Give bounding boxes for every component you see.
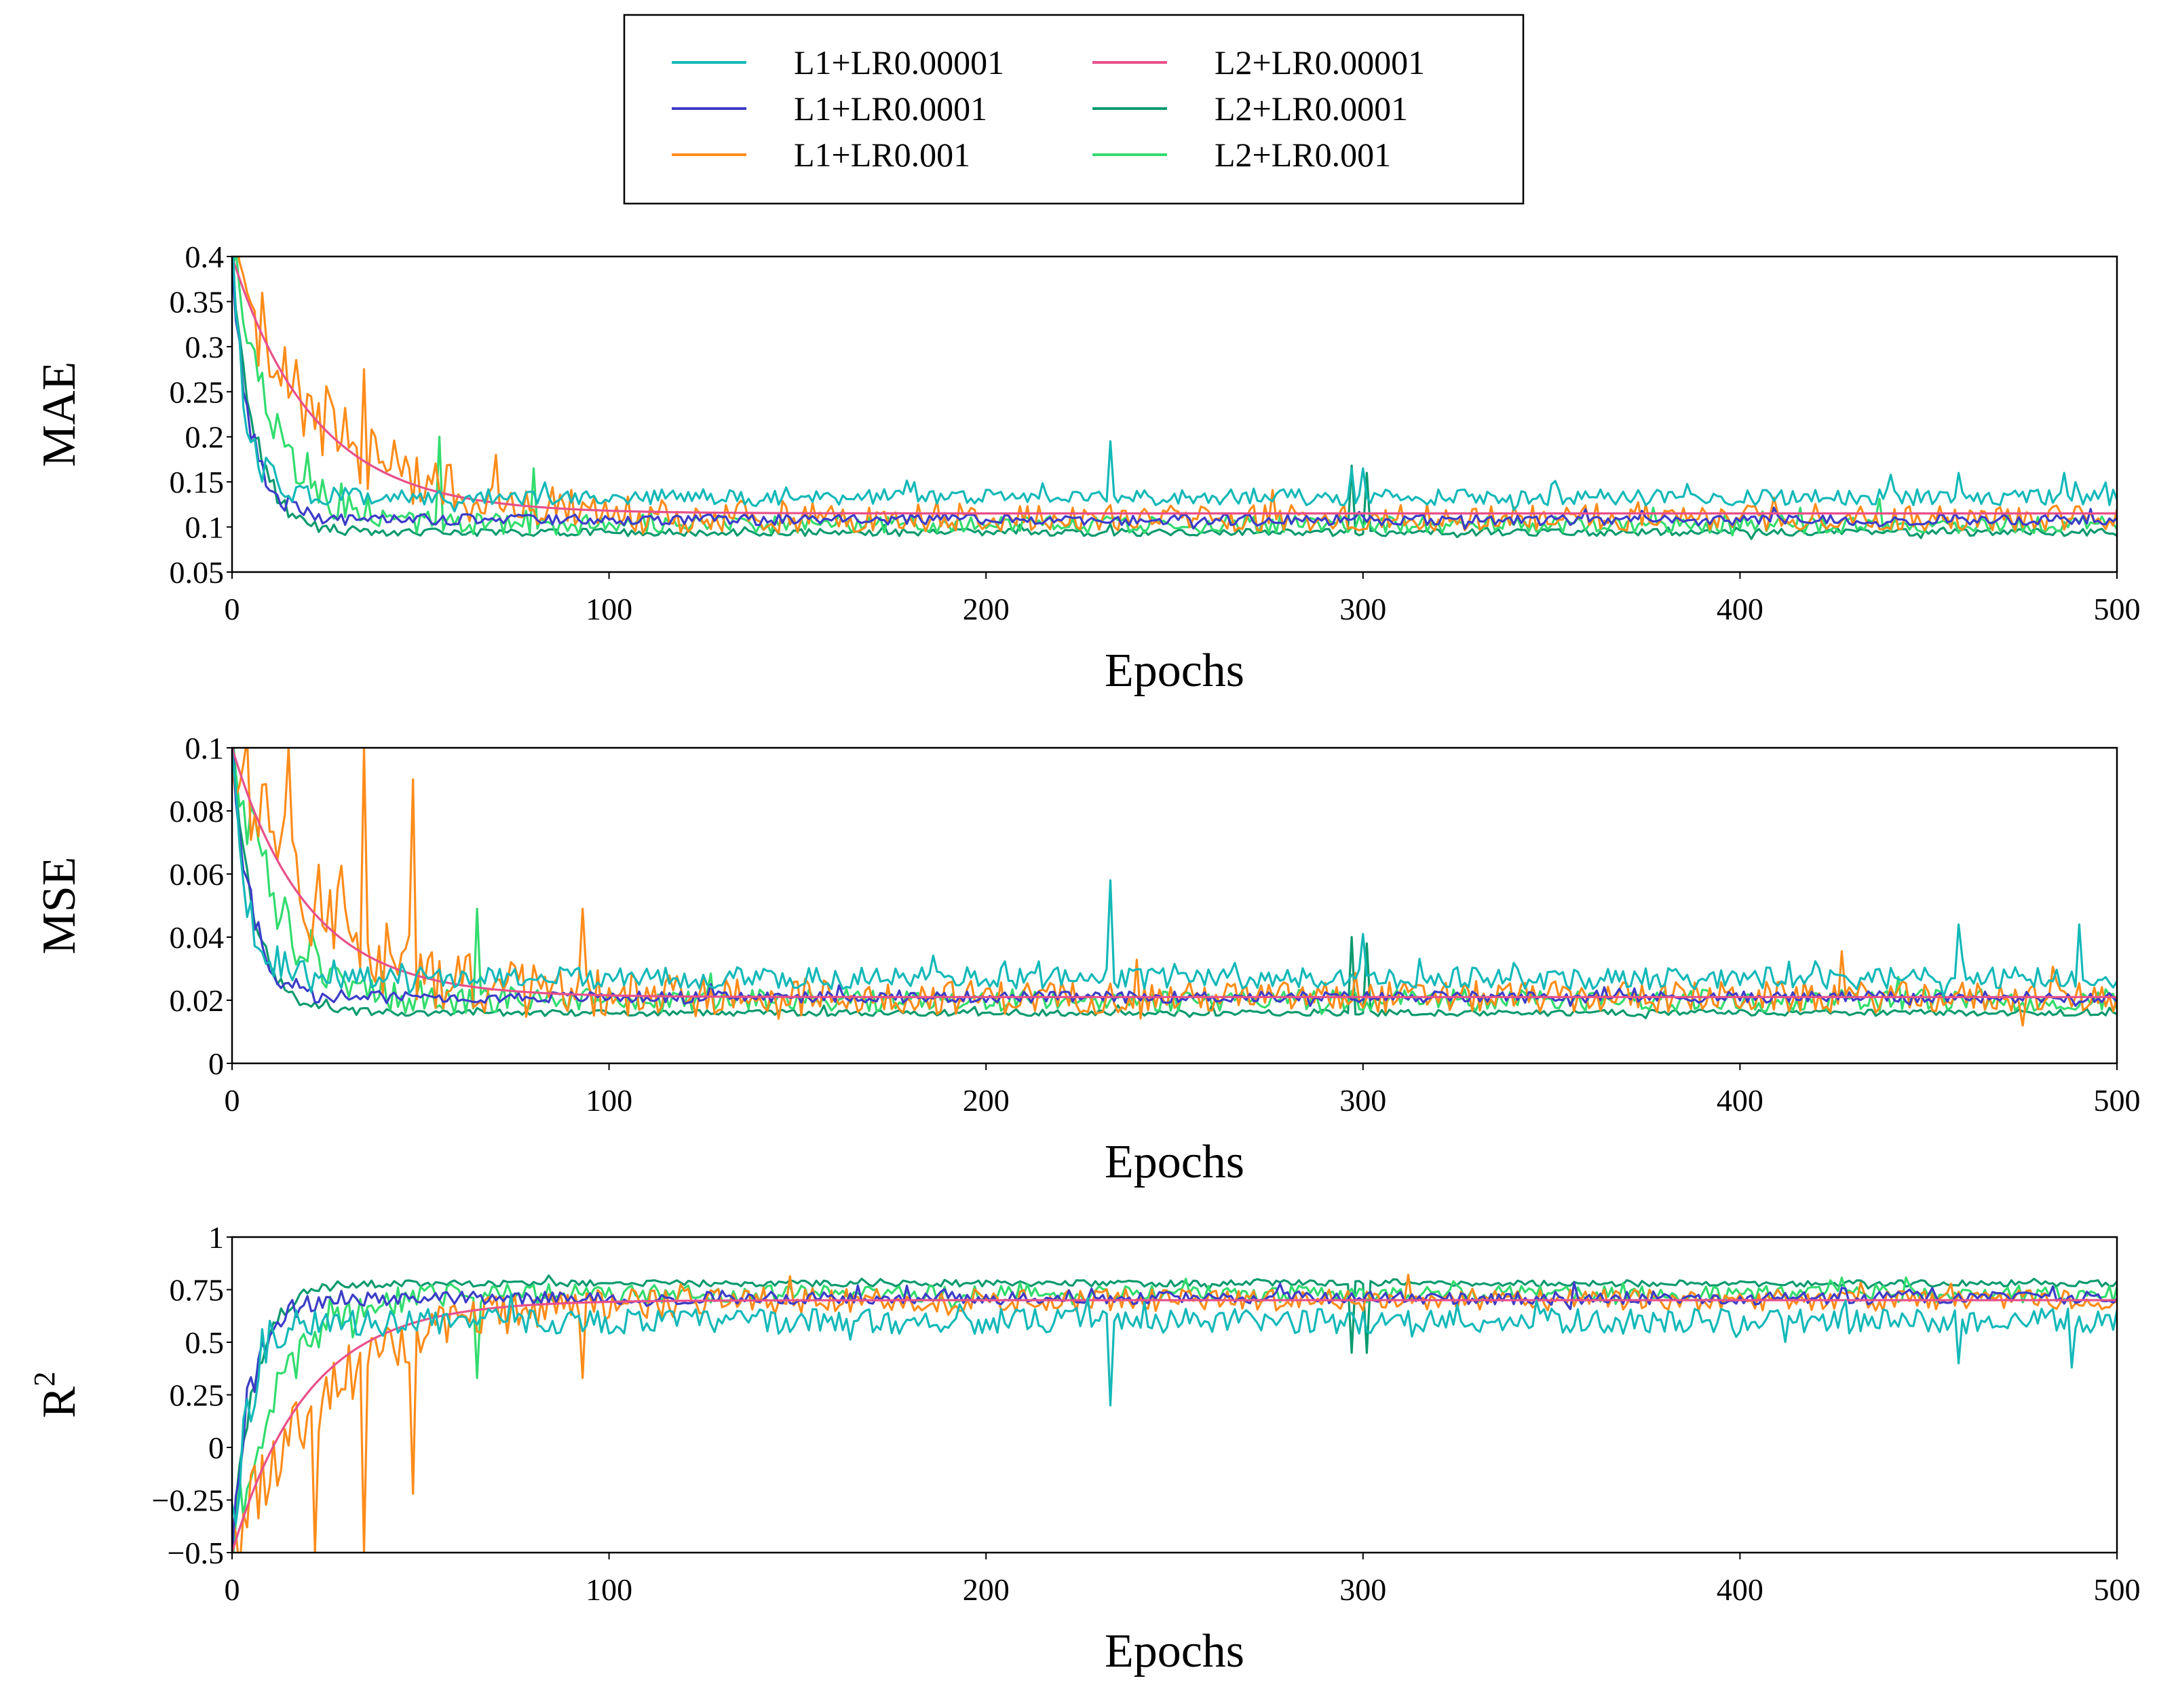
y-tick-label: 0.05 (170, 555, 225, 590)
series-line-l2-1e3 (232, 257, 2117, 537)
series-line-l1-1e5 (232, 1293, 2117, 1524)
x-tick-label: 300 (1339, 1572, 1386, 1607)
legend-label: L1+LR0.0001 (794, 90, 987, 128)
x-tick-label: 500 (2094, 1083, 2141, 1118)
legend-item-l1-1e3: L1+LR0.001 (672, 136, 970, 174)
y-tick-label: 0.06 (170, 857, 225, 892)
series-line-l2-1e5 (232, 257, 2117, 515)
legend-label: L2+LR0.001 (1215, 136, 1391, 174)
y-tick-label: 0 (208, 1046, 224, 1081)
y-tick-label: 0.02 (170, 983, 225, 1018)
x-tick-label: 300 (1339, 1083, 1386, 1118)
y-tick-label: 0.35 (170, 284, 225, 319)
x-axis-title: Epochs (1105, 1136, 1244, 1188)
y-tick-label: 0.1 (185, 731, 225, 765)
x-tick-label: 400 (1717, 1572, 1763, 1607)
legend-label: L2+LR0.00001 (1215, 43, 1425, 81)
y-axis-title: R2 (28, 1371, 85, 1418)
series-line-l1-1e5 (232, 751, 2117, 998)
series-line-l1-1e4 (232, 748, 2117, 1007)
x-axis-title: Epochs (1105, 1625, 1244, 1677)
series-line-l1-1e3 (232, 748, 2117, 1027)
x-tick-label: 100 (586, 592, 632, 626)
series-group (232, 748, 2117, 1027)
series-line-l2-1e5 (232, 1299, 2117, 1553)
series-line-l1-1e5 (232, 257, 2117, 513)
y-axis-title-text: MSE (33, 857, 85, 955)
x-tick-label: 100 (586, 1572, 632, 1607)
legend-item-l1-1e5: L1+LR0.00001 (672, 43, 1004, 81)
series-line-l2-1e5 (232, 748, 2117, 998)
legend-frame (623, 14, 1525, 205)
y-tick-label: 0 (208, 1430, 224, 1465)
y-tick-label: 0.4 (185, 240, 225, 274)
legend-item-l1-1e4: L1+LR0.0001 (672, 90, 987, 128)
legend: L1+LR0.00001 L1+LR0.0001 L1+LR0.001 L2+LR0.… (623, 14, 1525, 205)
x-tick-label: 0 (225, 1083, 240, 1118)
x-tick-label: 300 (1339, 592, 1386, 626)
y-tick-label: 0.15 (170, 465, 225, 499)
x-tick-label: 500 (2094, 592, 2141, 626)
x-tick-label: 0 (225, 1572, 240, 1607)
y-tick-label: 0.08 (170, 794, 225, 829)
plot-frame (231, 255, 2118, 573)
x-tick-label: 100 (586, 1083, 632, 1118)
legend-item-l2-1e4: L2+LR0.0001 (1092, 90, 1408, 128)
legend-label: L2+LR0.0001 (1215, 90, 1408, 128)
plot-frame (231, 746, 2118, 1065)
series-line-l2-1e4 (232, 753, 2117, 1019)
y-tick-label: 0.1 (185, 510, 225, 545)
mse-panel: 0 0.02 0.04 0.06 0.08 0.1 0 100 200 300 400 500 Epoc… (33, 731, 2141, 1188)
x-tick-label: 200 (963, 1572, 1010, 1607)
series-line-l1-1e4 (232, 261, 2117, 530)
x-tick-label: 500 (2094, 1572, 2141, 1607)
y-axis-title: MSE (33, 857, 85, 955)
y-tick-label: 0.25 (170, 1378, 225, 1413)
legend-label: L1+LR0.00001 (794, 43, 1004, 81)
legend-item-l2-1e3: L2+LR0.001 (1092, 136, 1391, 174)
y-tick-label: 0.3 (185, 330, 225, 364)
mae-panel: 0.05 0.1 0.15 0.2 0.25 0.3 0.35 0.4 0 100 200 300 40… (33, 240, 2141, 697)
y-tick-label: −0.5 (168, 1536, 224, 1570)
y-tick-label: 1 (208, 1220, 224, 1255)
x-tick-label: 400 (1717, 592, 1763, 626)
y-axis-title-text: MAE (33, 362, 85, 468)
x-axis-title: Epochs (1105, 645, 1244, 697)
y-tick-label: 0.25 (170, 375, 225, 409)
x-tick-label: 0 (225, 592, 240, 626)
series-group (232, 257, 2117, 540)
series-group (232, 1274, 2117, 1553)
y-tick-label: 0.04 (170, 920, 225, 955)
legend-item-l2-1e5: L2+LR0.00001 (1092, 43, 1425, 81)
y-tick-label: 0.5 (185, 1325, 225, 1360)
y-axis-title-text: R (33, 1386, 85, 1418)
y-axis-title: MAE (33, 362, 85, 468)
y-axis-title-superscript: 2 (28, 1371, 61, 1386)
y-tick-label: −0.25 (152, 1483, 224, 1518)
series-line-l1-1e4 (232, 1281, 2117, 1553)
y-tick-label: 0.75 (170, 1273, 225, 1308)
series-line-l1-1e3 (237, 257, 2117, 535)
y-tick-label: 0.2 (185, 420, 225, 455)
x-tick-label: 200 (963, 592, 1010, 626)
x-tick-label: 400 (1717, 1083, 1763, 1118)
series-line-l2-1e4 (232, 1274, 2117, 1546)
legend-label: L1+LR0.001 (794, 136, 970, 174)
x-tick-label: 200 (963, 1083, 1010, 1118)
r2-panel: −0.5 −0.25 0 0.25 0.5 0.75 1 0 100 200 300 400 500 Ep… (28, 1220, 2141, 1677)
